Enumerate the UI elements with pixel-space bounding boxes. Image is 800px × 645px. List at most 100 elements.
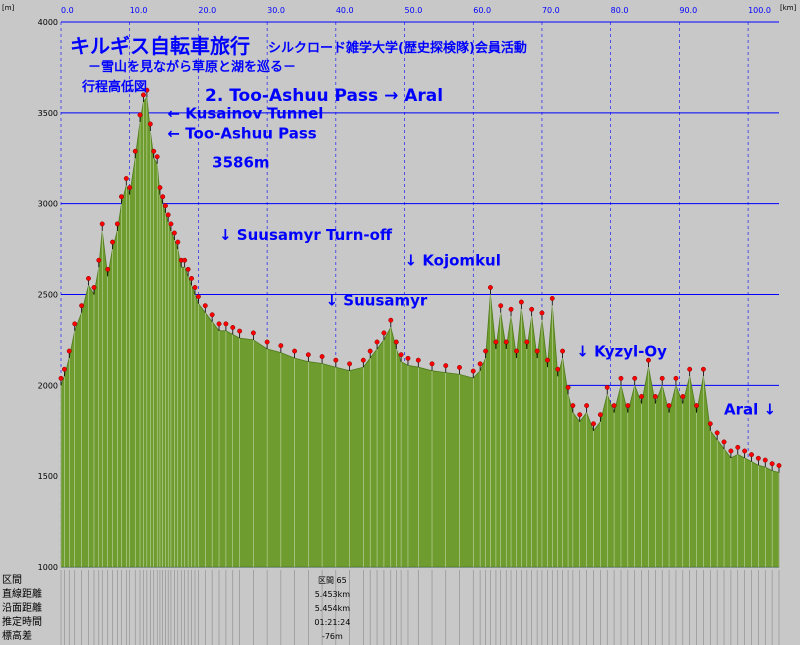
elevation-area-path: [60, 96, 780, 568]
place-annotation: 3586m: [212, 153, 269, 171]
waypoint-marker: [611, 403, 617, 409]
waypoint-marker: [195, 294, 201, 300]
waypoint-marker: [560, 348, 566, 354]
waypoint-marker: [457, 364, 462, 370]
waypoint-marker: [305, 352, 311, 358]
waypoint-marker: [518, 299, 524, 305]
table-row-label: 標高差: [2, 629, 32, 642]
y-tick-label: 2000: [38, 381, 58, 390]
waypoint-marker: [154, 154, 160, 160]
waypoint-marker: [151, 148, 157, 154]
table-cell: -76m: [322, 632, 343, 641]
waypoint-marker: [91, 285, 97, 290]
y-tick-label: 3000: [38, 200, 58, 209]
waypoint-marker: [185, 266, 191, 272]
chart-title-suffix: シルクロード雑学大学(歴史探検隊)会員活動: [268, 40, 527, 56]
waypoint-marker: [86, 275, 91, 281]
x-tick-label: 60.0: [473, 6, 491, 15]
waypoint-marker: [545, 357, 550, 363]
chart-subtitle: －雪山を見ながら草原と湖を巡る－: [88, 59, 296, 75]
waypoint-marker: [393, 339, 399, 345]
waypoint-marker: [687, 366, 693, 372]
x-tick-label: 90.0: [679, 6, 697, 15]
waypoint-marker: [223, 321, 229, 327]
waypoint-marker: [755, 455, 761, 461]
table-row-label: 区間: [2, 574, 22, 586]
waypoint-marker: [123, 176, 129, 181]
waypoint-marker: [700, 366, 706, 372]
waypoint-marker: [625, 403, 631, 409]
waypoint-marker: [443, 363, 449, 369]
place-annotation: Aral ↓: [724, 400, 776, 418]
waypoint-marker: [769, 461, 775, 467]
y-tick-label: 2500: [38, 291, 58, 300]
waypoint-marker: [105, 266, 111, 272]
x-tick-label: 10.0: [130, 6, 148, 15]
waypoint-marker: [493, 339, 499, 345]
waypoint-marker: [132, 148, 138, 154]
waypoint-marker: [162, 203, 168, 209]
waypoint-marker: [483, 348, 489, 354]
waypoint-marker: [61, 366, 67, 372]
waypoint-marker: [652, 394, 658, 399]
stage-title: 2. Too-Ashuu Pass → Aral: [205, 86, 443, 106]
waypoint-marker: [237, 328, 243, 334]
waypoint-marker: [165, 212, 171, 218]
waypoint-marker: [487, 285, 493, 290]
waypoint-marker: [524, 339, 530, 345]
waypoint-marker: [680, 394, 686, 399]
x-axis-ticks: 0.0 10.0 20.0 30.0 40.0 50.0 60.0 70.0 80.0 90.0 1…: [61, 6, 771, 15]
waypoint-marker: [694, 403, 700, 409]
waypoint-marker: [144, 87, 150, 93]
waypoint-marker: [216, 321, 222, 327]
table-cell: 01:21:24: [314, 618, 350, 627]
waypoint-marker: [66, 348, 72, 354]
x-tick-label: 40.0: [336, 6, 354, 15]
waypoint-marker: [632, 375, 638, 381]
x-tick-label: 20.0: [198, 6, 216, 15]
waypoint-marker: [584, 403, 590, 409]
waypoint-marker: [597, 412, 603, 418]
waypoint-marker: [175, 239, 181, 245]
waypoint-marker: [168, 221, 174, 227]
waypoint-marker: [735, 444, 741, 450]
waypoint-marker: [114, 221, 120, 227]
waypoint-marker: [388, 317, 394, 323]
waypoint-marker: [264, 339, 270, 345]
waypoint-marker: [333, 357, 339, 363]
waypoint-marker: [549, 295, 555, 301]
x-unit-label: [km]: [780, 4, 797, 12]
waypoint-marker: [182, 257, 188, 263]
waypoint-marker: [127, 185, 133, 191]
waypoint-marker: [666, 403, 672, 409]
waypoint-marker: [776, 463, 782, 468]
table-row-label: 沿面距離: [2, 601, 42, 614]
waypoint-marker: [728, 448, 734, 454]
waypoint-marker: [618, 375, 624, 381]
waypoint-marker: [347, 361, 353, 367]
x-tick-label: 70.0: [542, 6, 560, 15]
x-tick-label: 50.0: [405, 6, 423, 15]
waypoint-marker: [503, 339, 509, 345]
chart-title: キルギス自転車旅行: [70, 34, 250, 58]
waypoint-marker: [110, 239, 115, 245]
y-unit-label: [m]: [2, 4, 15, 12]
waypoint-marker: [58, 375, 64, 381]
y-tick-label: 4000: [38, 18, 58, 27]
waypoint-marker: [119, 194, 124, 200]
waypoint-marker: [374, 339, 380, 345]
place-annotation: ← Kusainov Tunnel: [167, 104, 323, 122]
waypoint-marker: [508, 306, 514, 312]
table-cell: 区間 65: [318, 576, 347, 585]
waypoint-marker: [591, 421, 596, 427]
waypoint-marker: [707, 421, 713, 427]
waypoint-marker: [577, 412, 583, 418]
waypoint-marker: [209, 312, 215, 318]
waypoint-marker: [192, 285, 198, 290]
waypoint-marker: [514, 348, 519, 354]
waypoint-marker: [714, 430, 720, 436]
waypoint-marker: [673, 375, 679, 381]
waypoint-marker: [721, 439, 727, 445]
place-annotation: ↓ Suusamyr: [326, 291, 428, 309]
